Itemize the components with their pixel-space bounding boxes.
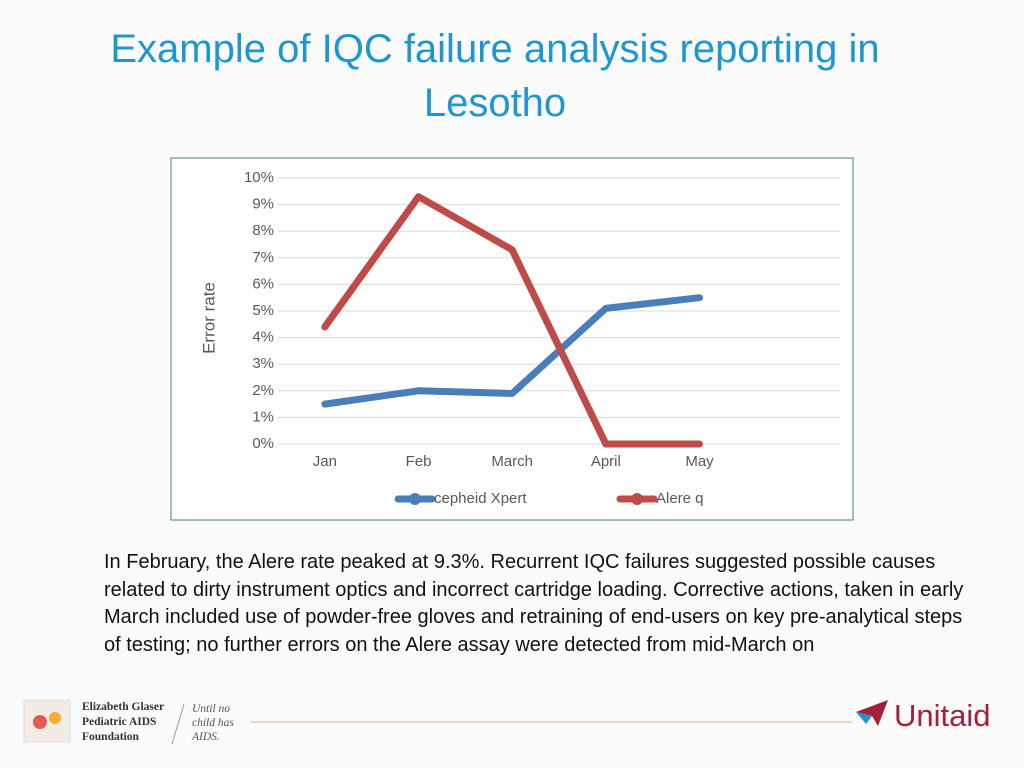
egpaf-line: Elizabeth Glaser (82, 701, 165, 713)
egpaf-logo (23, 699, 71, 743)
y-tick-label: 8% (252, 222, 274, 239)
divider (171, 703, 185, 745)
chart-frame (170, 157, 854, 521)
egpaf-name: Elizabeth Glaser Pediatric AIDS Foundati… (82, 700, 164, 745)
legend-marker (631, 493, 643, 505)
x-tick-label: March (491, 453, 533, 470)
tagline: Until no child has AIDS. (192, 702, 234, 744)
y-tick-label: 4% (252, 329, 274, 346)
x-tick-label: Jan (313, 453, 337, 470)
logo-figure (49, 712, 61, 724)
caption: In February, the Alere rate peaked at 9.… (104, 551, 964, 656)
y-tick-label: 7% (252, 249, 274, 266)
slide-title: Example of IQC failure analysis reportin… (110, 27, 880, 125)
legend-label: cepheid Xpert (434, 490, 527, 507)
y-axis-label: Error rate (199, 282, 218, 354)
x-tick-label: April (591, 453, 621, 470)
tagline-line: AIDS. (192, 731, 220, 743)
unitaid-name: Unitaid (894, 698, 991, 733)
x-tick-label: Feb (406, 453, 432, 470)
series-line (321, 193, 703, 448)
y-tick-label: 0% (252, 435, 274, 452)
tagline-line: Until no (192, 703, 231, 715)
y-tick-label: 10% (244, 169, 274, 186)
y-tick-label: 5% (252, 302, 274, 319)
legend-label: Alere q (656, 490, 704, 507)
egpaf-line: Pediatric AIDS (82, 716, 157, 728)
y-tick-label: 6% (252, 275, 274, 292)
y-tick-label: 2% (252, 382, 274, 399)
logo-figure (33, 715, 47, 729)
y-tick-label: 9% (252, 196, 274, 213)
egpaf-line: Foundation (82, 731, 139, 743)
legend-marker (409, 493, 421, 505)
unitaid-logo (856, 700, 888, 726)
tagline-line: child has (192, 717, 234, 729)
x-tick-label: May (685, 453, 714, 470)
series-line (321, 294, 703, 408)
y-tick-label: 1% (252, 408, 274, 425)
unitaid-logo (856, 712, 872, 724)
y-tick-label: 3% (252, 355, 274, 372)
